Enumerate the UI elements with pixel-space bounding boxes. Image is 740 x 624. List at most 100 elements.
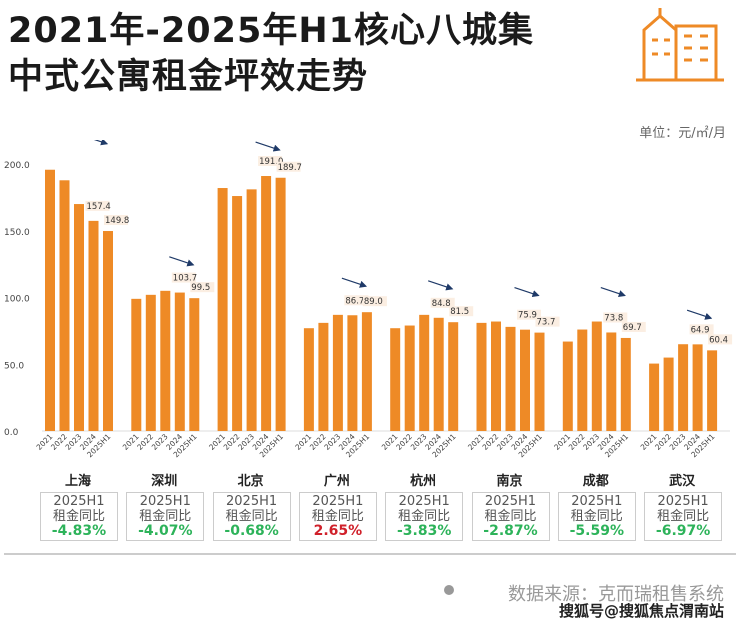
yoy-label: 租金同比 (484, 509, 537, 524)
y-tick-label: 0.0 (4, 428, 19, 438)
title-line-1: 2021年-2025年H1核心八城集 (8, 11, 534, 51)
bar-杭州-2024 (433, 317, 444, 431)
bar-北京-2021 (217, 188, 228, 431)
trend-arrow (514, 286, 540, 298)
bar-北京-2023 (246, 189, 257, 431)
data-label-bg (517, 309, 541, 320)
yoy-value: -6.97% (655, 523, 711, 539)
bar-广州-2024 (347, 315, 358, 431)
data-label-bg (430, 297, 455, 308)
data-label: 64.9 (691, 325, 710, 335)
yoy-box: 2025H1 租金同比 -4.07% (126, 492, 205, 541)
bar-武汉-2023 (678, 344, 689, 431)
trend-arrow (169, 256, 195, 267)
yoy-value: -3.83% (396, 523, 452, 539)
data-label: 81.5 (450, 307, 469, 317)
yoy-period: 2025H1 (312, 494, 364, 509)
bar-chart: 0.050.0100.0150.0200.0202120222023202415… (4, 140, 733, 459)
bar-广州-2023 (332, 314, 343, 431)
bar-杭州-2022 (404, 325, 415, 431)
data-label: 69.7 (623, 323, 642, 333)
trend-arrow (686, 309, 713, 320)
data-label: 99.5 (191, 283, 210, 293)
bar-杭州-2025H1 (448, 322, 459, 431)
data-label: 75.9 (518, 311, 537, 321)
city-label: 杭州 (410, 474, 437, 489)
data-label: 73.8 (604, 313, 623, 323)
yoy-label: 租金同比 (657, 509, 710, 524)
data-label: 86.7 (345, 296, 364, 306)
yoy-label: 租金同比 (52, 509, 105, 524)
bar-广州-2022 (318, 322, 329, 431)
yoy-box: 2025H1 租金同比 -3.83% (385, 492, 464, 541)
yoy-label: 租金同比 (570, 509, 623, 524)
bar-上海-2024 (88, 220, 99, 431)
data-label-bg (708, 334, 733, 345)
city-label: 成都 (582, 474, 609, 489)
data-label: 149.8 (105, 216, 129, 226)
watermark: 搜狐号@搜狐焦点渭南站 (558, 602, 724, 620)
data-label: 189.7 (278, 163, 302, 173)
trend-arrow (600, 286, 626, 298)
bar-武汉-2022 (663, 357, 674, 431)
bar-广州-2021 (303, 328, 314, 431)
bar-上海-2023 (74, 204, 84, 431)
bar-上海-2022 (59, 180, 70, 431)
data-label-bg (449, 306, 474, 317)
bar-北京-2024 (261, 176, 272, 431)
data-label-bg (362, 296, 387, 307)
yoy-value: -2.87% (483, 523, 538, 539)
bar-深圳-2021 (131, 298, 142, 431)
data-label: 89.0 (364, 297, 383, 307)
yoy-box: 2025H1 租金同比 2.65% (298, 492, 377, 541)
y-tick-label: 200.0 (4, 161, 30, 171)
city-label: 深圳 (151, 474, 178, 489)
data-label-bg (258, 156, 283, 167)
yoy-period: 2025H1 (226, 494, 278, 509)
yoy-period: 2025H1 (398, 494, 450, 509)
bar-北京-2022 (232, 196, 243, 431)
yoy-value: -4.83% (51, 523, 107, 539)
bar-南京-2024 (520, 329, 530, 431)
data-label: 84.8 (432, 299, 451, 309)
city-label: 武汉 (669, 474, 696, 489)
city-label: 南京 (496, 474, 523, 489)
yoy-period: 2025H1 (657, 494, 709, 509)
yoy-box: 2025H1 租金同比 -6.97% (644, 492, 723, 541)
bar-成都-2024 (606, 332, 617, 431)
data-label: 157.4 (87, 202, 111, 212)
bar-深圳-2022 (145, 294, 156, 431)
bar-成都-2023 (591, 321, 602, 431)
building-icon (636, 8, 724, 82)
trend-arrow (93, 140, 109, 146)
bar-南京-2021 (476, 322, 487, 431)
bar-武汉-2024 (692, 344, 703, 431)
bar-广州-2025H1 (361, 312, 372, 431)
data-label-bg (621, 321, 646, 332)
bar-武汉-2025H1 (707, 350, 718, 431)
bar-上海-2021 (45, 169, 55, 432)
yoy-box: 2025H1 租金同比 -0.68% (212, 492, 291, 541)
yoy-label: 租金同比 (311, 509, 364, 524)
yoy-period: 2025H1 (571, 494, 623, 509)
yoy-period: 2025H1 (139, 494, 191, 509)
data-label: 191.0 (259, 157, 283, 167)
city-label: 广州 (323, 474, 350, 489)
bar-武汉-2021 (649, 363, 660, 431)
bar-上海-2025H1 (103, 231, 113, 431)
data-label: 73.7 (537, 318, 556, 328)
bar-杭州-2023 (419, 314, 430, 431)
bar-深圳-2023 (160, 290, 171, 431)
bar-深圳-2025H1 (189, 298, 200, 431)
data-label-bg (104, 215, 128, 226)
divider (4, 553, 736, 555)
bar-深圳-2024 (174, 292, 185, 431)
data-label: 60.4 (709, 335, 728, 345)
data-label-bg (603, 312, 628, 323)
yoy-box: 2025H1 租金同比 -2.87% (471, 492, 550, 541)
yoy-label: 租金同比 (398, 509, 451, 524)
bar-成都-2022 (577, 329, 588, 431)
city-label: 上海 (64, 474, 91, 489)
bar-成都-2021 (562, 341, 573, 431)
